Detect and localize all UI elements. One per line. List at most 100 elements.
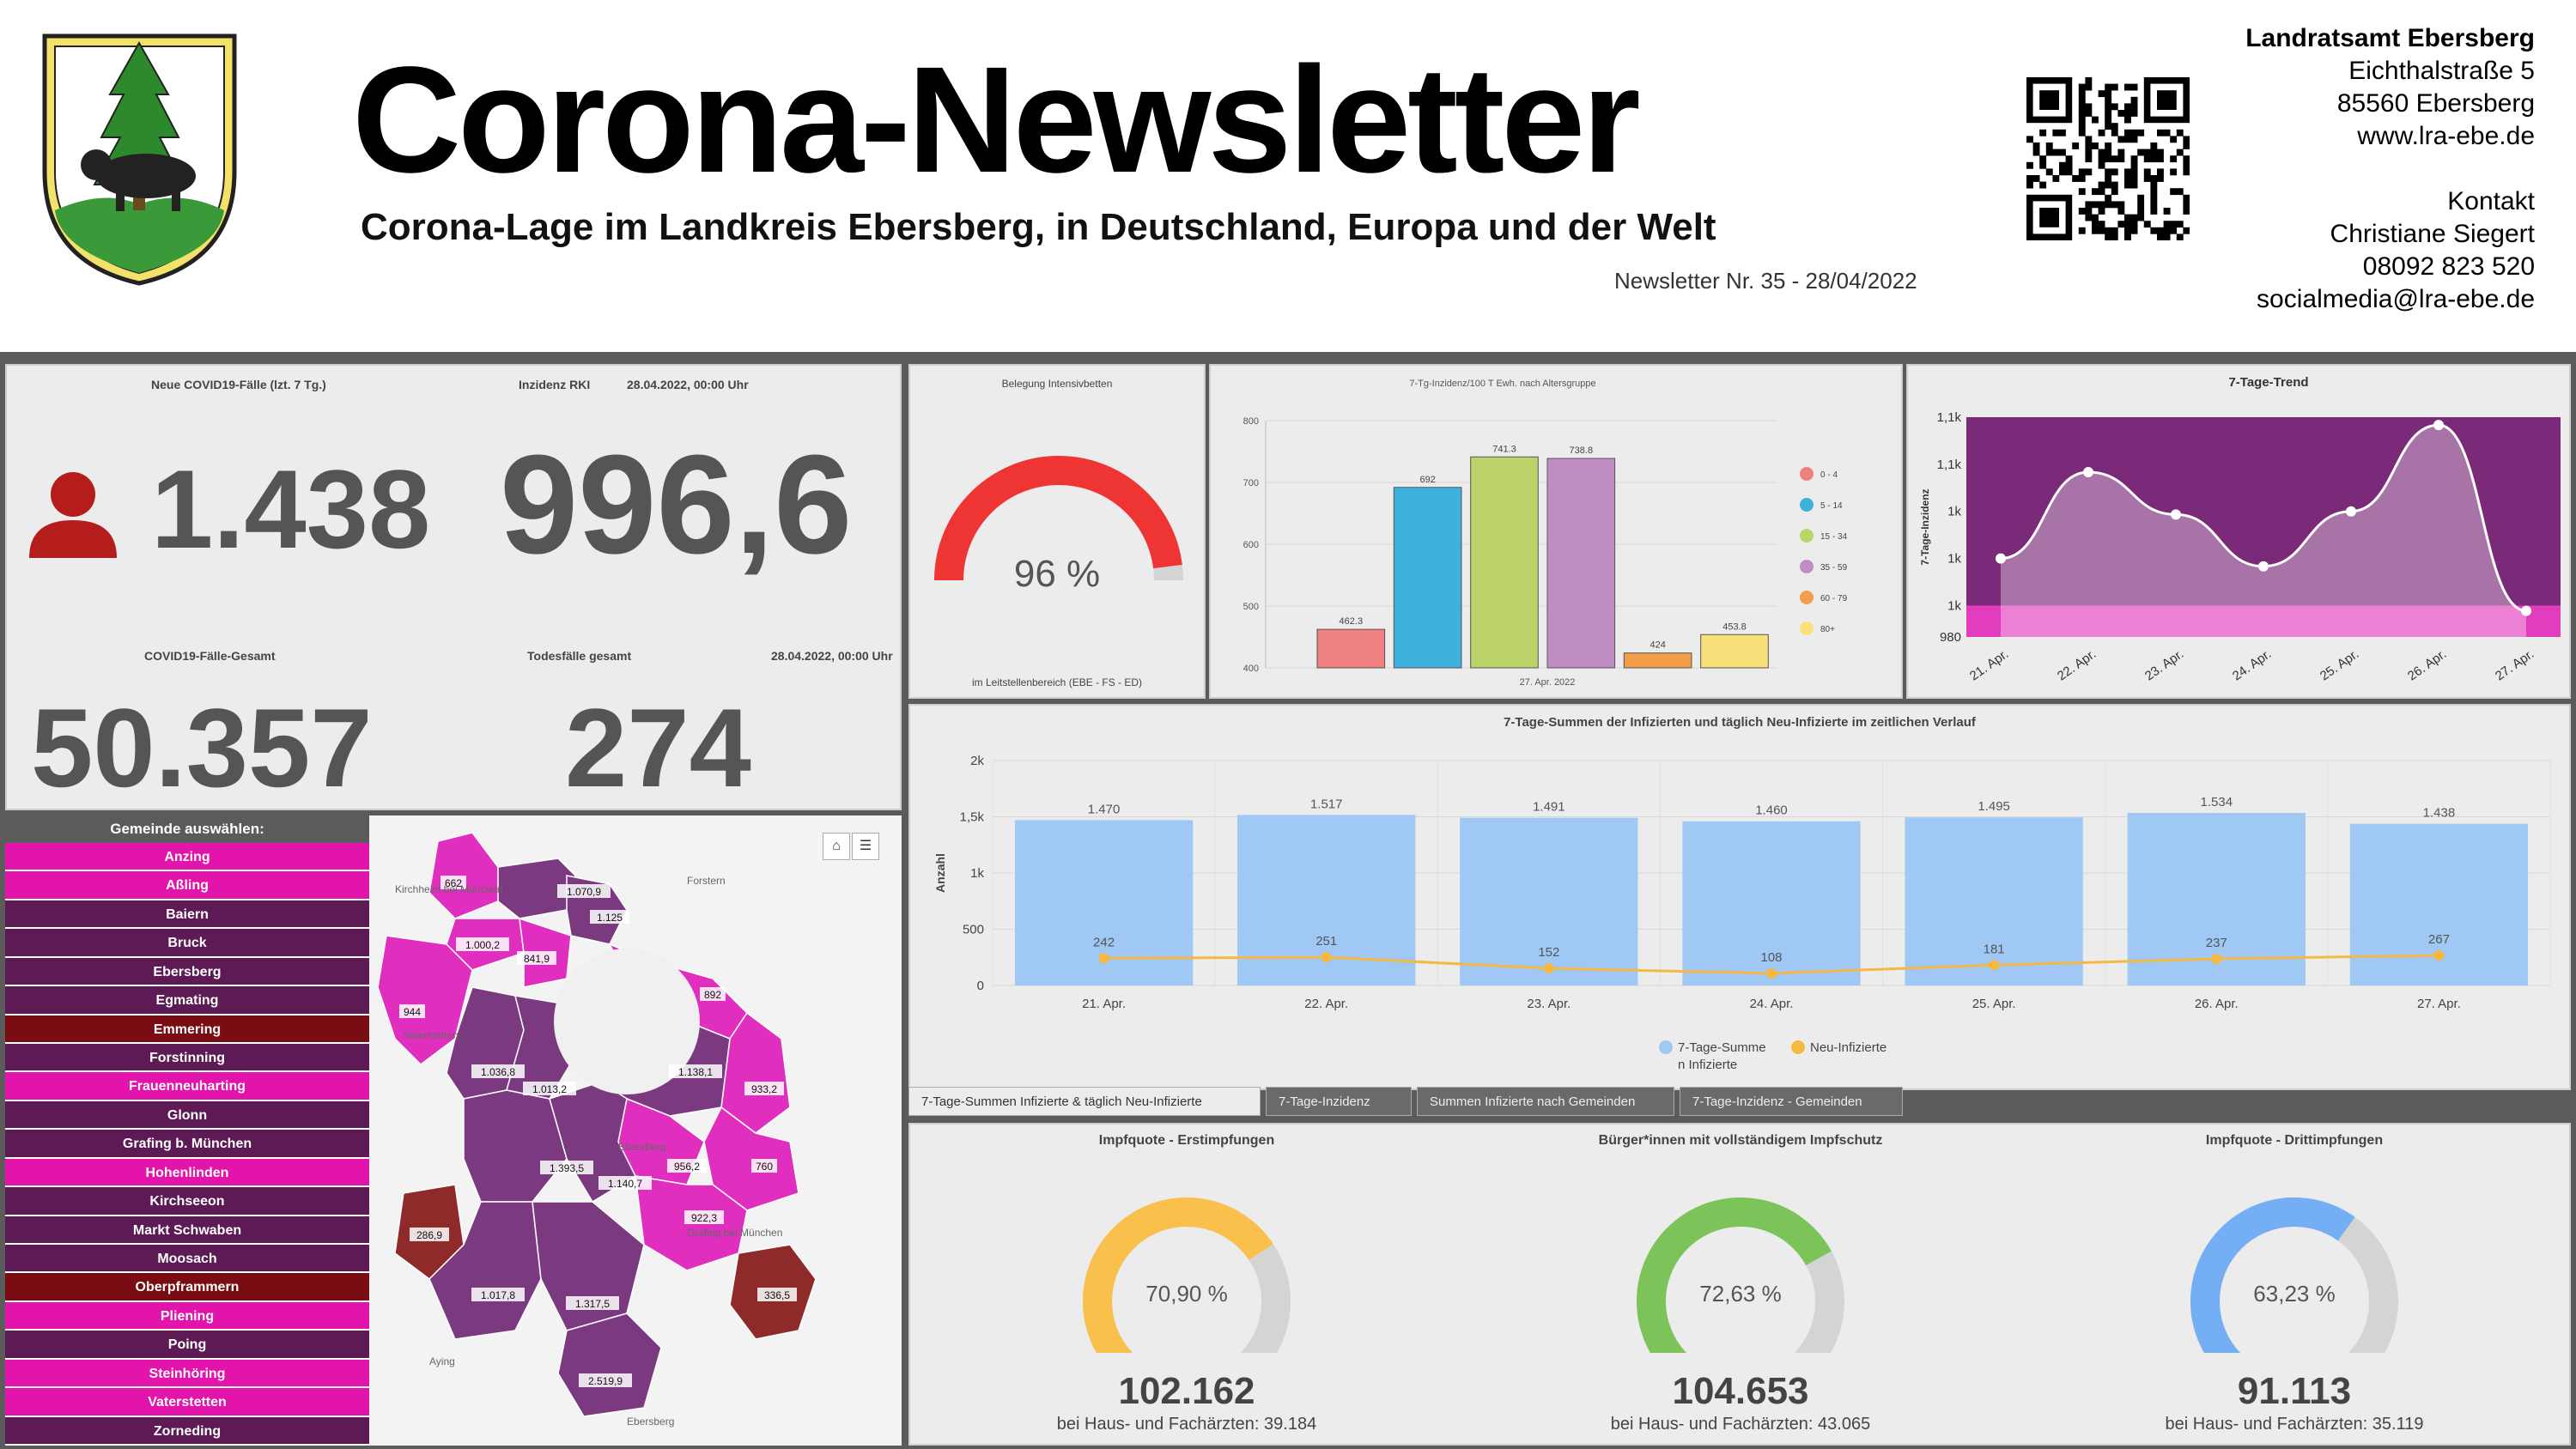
trend-x-tick: 27. Apr. bbox=[2493, 646, 2537, 683]
qr-module bbox=[2130, 155, 2138, 163]
qr-module bbox=[2026, 181, 2033, 189]
qr-module bbox=[2078, 168, 2086, 176]
age-legend-label: 15 - 34 bbox=[1820, 532, 1848, 542]
sums-bar[interactable] bbox=[1905, 817, 2083, 985]
map-municipality[interactable] bbox=[532, 1201, 645, 1331]
trend-point[interactable] bbox=[2171, 509, 2181, 520]
municipality-item[interactable]: Oberpframmern bbox=[5, 1273, 369, 1302]
age-legend-swatch bbox=[1800, 467, 1814, 481]
sums-point[interactable] bbox=[1989, 960, 2000, 971]
sums-point-label: 152 bbox=[1538, 945, 1559, 960]
municipality-item[interactable]: Bruck bbox=[5, 929, 369, 958]
qr-module bbox=[2157, 233, 2164, 240]
age-bar[interactable] bbox=[1393, 487, 1462, 669]
tab-2[interactable]: 7-Tage-Inzidenz bbox=[1266, 1087, 1412, 1116]
contact-email[interactable]: socialmedia@lra-ebe.de bbox=[2257, 285, 2535, 313]
incidence-map[interactable]: 662 1.070,9 1.125 1.000,2 841,9 892 944 933,2 1.… bbox=[369, 815, 902, 1446]
qr-module bbox=[2137, 129, 2145, 136]
legend-list-icon[interactable]: ☰ bbox=[852, 833, 879, 860]
tab-3[interactable]: Summen Infizierte nach Gemeinden bbox=[1417, 1087, 1674, 1116]
age-bar[interactable] bbox=[1700, 634, 1769, 669]
deaths-date: 28.04.2022, 00:00 Uhr bbox=[771, 649, 893, 663]
qr-module bbox=[2098, 129, 2105, 136]
municipality-item[interactable]: Grafing b. München bbox=[5, 1130, 369, 1159]
qr-module bbox=[2150, 194, 2158, 202]
qr-module bbox=[2117, 149, 2125, 156]
municipality-item[interactable]: Emmering bbox=[5, 1015, 369, 1044]
website-link[interactable]: www.lra-ebe.de bbox=[2357, 122, 2535, 150]
qr-module bbox=[2150, 155, 2158, 163]
municipality-item[interactable]: Aßling bbox=[5, 871, 369, 900]
sums-point[interactable] bbox=[1543, 963, 1554, 974]
sums-legend-label[interactable]: Neu-Infizierte bbox=[1810, 1040, 1886, 1055]
map-municipality[interactable] bbox=[557, 1313, 662, 1417]
sums-legend-label[interactable]: 7-Tage-Summe bbox=[1678, 1040, 1766, 1055]
trend-chart: 7-Tage-Trend 980 1k 1k 1k 1,1k 1,1k 7-Tage-Inzi… bbox=[1919, 375, 2561, 683]
trend-point[interactable] bbox=[2258, 561, 2269, 572]
sums-point[interactable] bbox=[1321, 952, 1332, 963]
municipality-item[interactable]: Ebersberg bbox=[5, 957, 369, 987]
qr-module bbox=[2078, 83, 2086, 91]
qr-module bbox=[2143, 175, 2151, 182]
municipality-item[interactable]: Anzing bbox=[5, 843, 369, 872]
municipality-item[interactable]: Egmating bbox=[5, 986, 369, 1016]
qr-module bbox=[2150, 201, 2158, 209]
trend-point[interactable] bbox=[2346, 506, 2356, 517]
age-legend-swatch bbox=[1800, 591, 1814, 604]
municipality-item[interactable]: Frauenneuharting bbox=[5, 1072, 369, 1101]
age-bar[interactable] bbox=[1623, 652, 1692, 669]
age-bar[interactable] bbox=[1470, 456, 1539, 669]
qr-module bbox=[2170, 227, 2178, 234]
trend-point[interactable] bbox=[2521, 605, 2531, 616]
qr-module bbox=[2176, 129, 2184, 136]
municipality-item[interactable]: Glonn bbox=[5, 1100, 369, 1131]
municipality-item[interactable]: Steinhöring bbox=[5, 1359, 369, 1389]
tab-4[interactable]: 7-Tage-Inzidenz - Gemeinden bbox=[1680, 1087, 1903, 1116]
vacc-title: Bürger*innen mit vollständigem Impfschut… bbox=[1598, 1133, 1883, 1148]
sums-legend-label[interactable]: n Infizierte bbox=[1678, 1058, 1737, 1072]
issue-number: Newsletter Nr. 35 - 28/04/2022 bbox=[1614, 268, 1917, 294]
vacc-sub: bei Haus- und Fachärzten: 39.184 bbox=[1056, 1415, 1317, 1434]
municipality-item[interactable]: Markt Schwaben bbox=[5, 1216, 369, 1245]
municipality-item[interactable]: Pliening bbox=[5, 1301, 369, 1331]
municipality-item[interactable]: Moosach bbox=[5, 1245, 369, 1274]
municipality-item[interactable]: Poing bbox=[5, 1331, 369, 1360]
tab-1[interactable]: 7-Tage-Summen Infizierte & täglich Neu-I… bbox=[908, 1087, 1261, 1116]
municipality-item[interactable]: Baiern bbox=[5, 900, 369, 930]
trend-chart-panel: 7-Tage-Trend 980 1k 1k 1k 1,1k 1,1k 7-Tage-Inzi… bbox=[1906, 364, 2571, 699]
sums-bar[interactable] bbox=[2349, 823, 2529, 985]
contact-label: Kontakt bbox=[2447, 187, 2535, 215]
qr-module bbox=[2124, 83, 2131, 91]
map-value-label: 892 bbox=[704, 989, 721, 1001]
home-icon[interactable]: ⌂ bbox=[823, 833, 850, 860]
qr-module bbox=[2130, 175, 2138, 182]
age-legend-label: 80+ bbox=[1820, 625, 1835, 634]
sums-point[interactable] bbox=[2211, 953, 2222, 964]
municipality-item[interactable]: Vaterstetten bbox=[5, 1388, 369, 1417]
municipality-list-title: Gemeinde auswählen: bbox=[5, 815, 369, 843]
municipality-item[interactable]: Hohenlinden bbox=[5, 1158, 369, 1188]
sums-point-label: 242 bbox=[1093, 935, 1115, 949]
qr-code-icon[interactable] bbox=[2026, 77, 2190, 240]
trend-point[interactable] bbox=[2083, 467, 2093, 477]
map-canvas[interactable]: 662 1.070,9 1.125 1.000,2 841,9 892 944 933,2 1.… bbox=[369, 815, 902, 1446]
sums-point[interactable] bbox=[1098, 953, 1109, 964]
municipality-item[interactable]: Kirchseeon bbox=[5, 1187, 369, 1216]
sums-bar[interactable] bbox=[1682, 821, 1861, 985]
age-bar[interactable] bbox=[1316, 628, 1386, 669]
map-municipality[interactable] bbox=[377, 935, 473, 1065]
newsletter-header: Corona-Newsletter Corona-Lage im Landkre… bbox=[0, 0, 2576, 352]
map-value-label: 760 bbox=[756, 1161, 773, 1173]
age-bar[interactable] bbox=[1546, 458, 1616, 669]
qr-module bbox=[2085, 149, 2093, 156]
municipality-item[interactable]: Zorneding bbox=[5, 1416, 369, 1446]
trend-point[interactable] bbox=[1996, 553, 2006, 564]
sums-point[interactable] bbox=[2433, 950, 2445, 961]
trend-point[interactable] bbox=[2433, 420, 2444, 431]
sums-point[interactable] bbox=[1766, 967, 1777, 979]
age-bar-label: 424 bbox=[1649, 640, 1665, 651]
vacc-gauge-fill bbox=[1637, 1197, 1832, 1353]
age-x-label: 27. Apr. 2022 bbox=[1520, 677, 1576, 688]
sums-bar[interactable] bbox=[1460, 817, 1638, 985]
municipality-item[interactable]: Forstinning bbox=[5, 1044, 369, 1073]
